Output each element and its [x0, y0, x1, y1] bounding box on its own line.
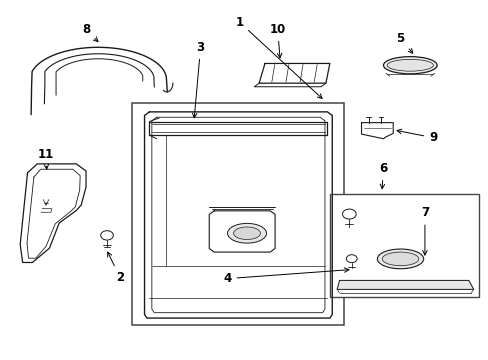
Text: 10: 10 [269, 23, 285, 58]
Text: 4: 4 [223, 268, 348, 285]
Ellipse shape [233, 227, 260, 239]
Ellipse shape [377, 249, 423, 269]
Polygon shape [336, 280, 473, 289]
Circle shape [342, 209, 355, 219]
Bar [132, 103, 344, 325]
Polygon shape [361, 123, 392, 139]
Ellipse shape [383, 57, 436, 74]
Polygon shape [259, 63, 329, 83]
Text: 6: 6 [379, 162, 387, 189]
Ellipse shape [386, 59, 432, 71]
Text: 2: 2 [107, 252, 124, 284]
Text: 5: 5 [396, 32, 412, 53]
Circle shape [346, 255, 356, 263]
Text: 1: 1 [235, 16, 322, 99]
Text: 3: 3 [192, 41, 204, 118]
Text: 9: 9 [396, 129, 436, 144]
Text: 11: 11 [38, 148, 54, 169]
Bar [329, 194, 478, 297]
Ellipse shape [227, 224, 266, 243]
Ellipse shape [382, 252, 418, 266]
Circle shape [101, 231, 113, 240]
Text: 8: 8 [81, 23, 98, 42]
Text: 7: 7 [420, 207, 428, 255]
